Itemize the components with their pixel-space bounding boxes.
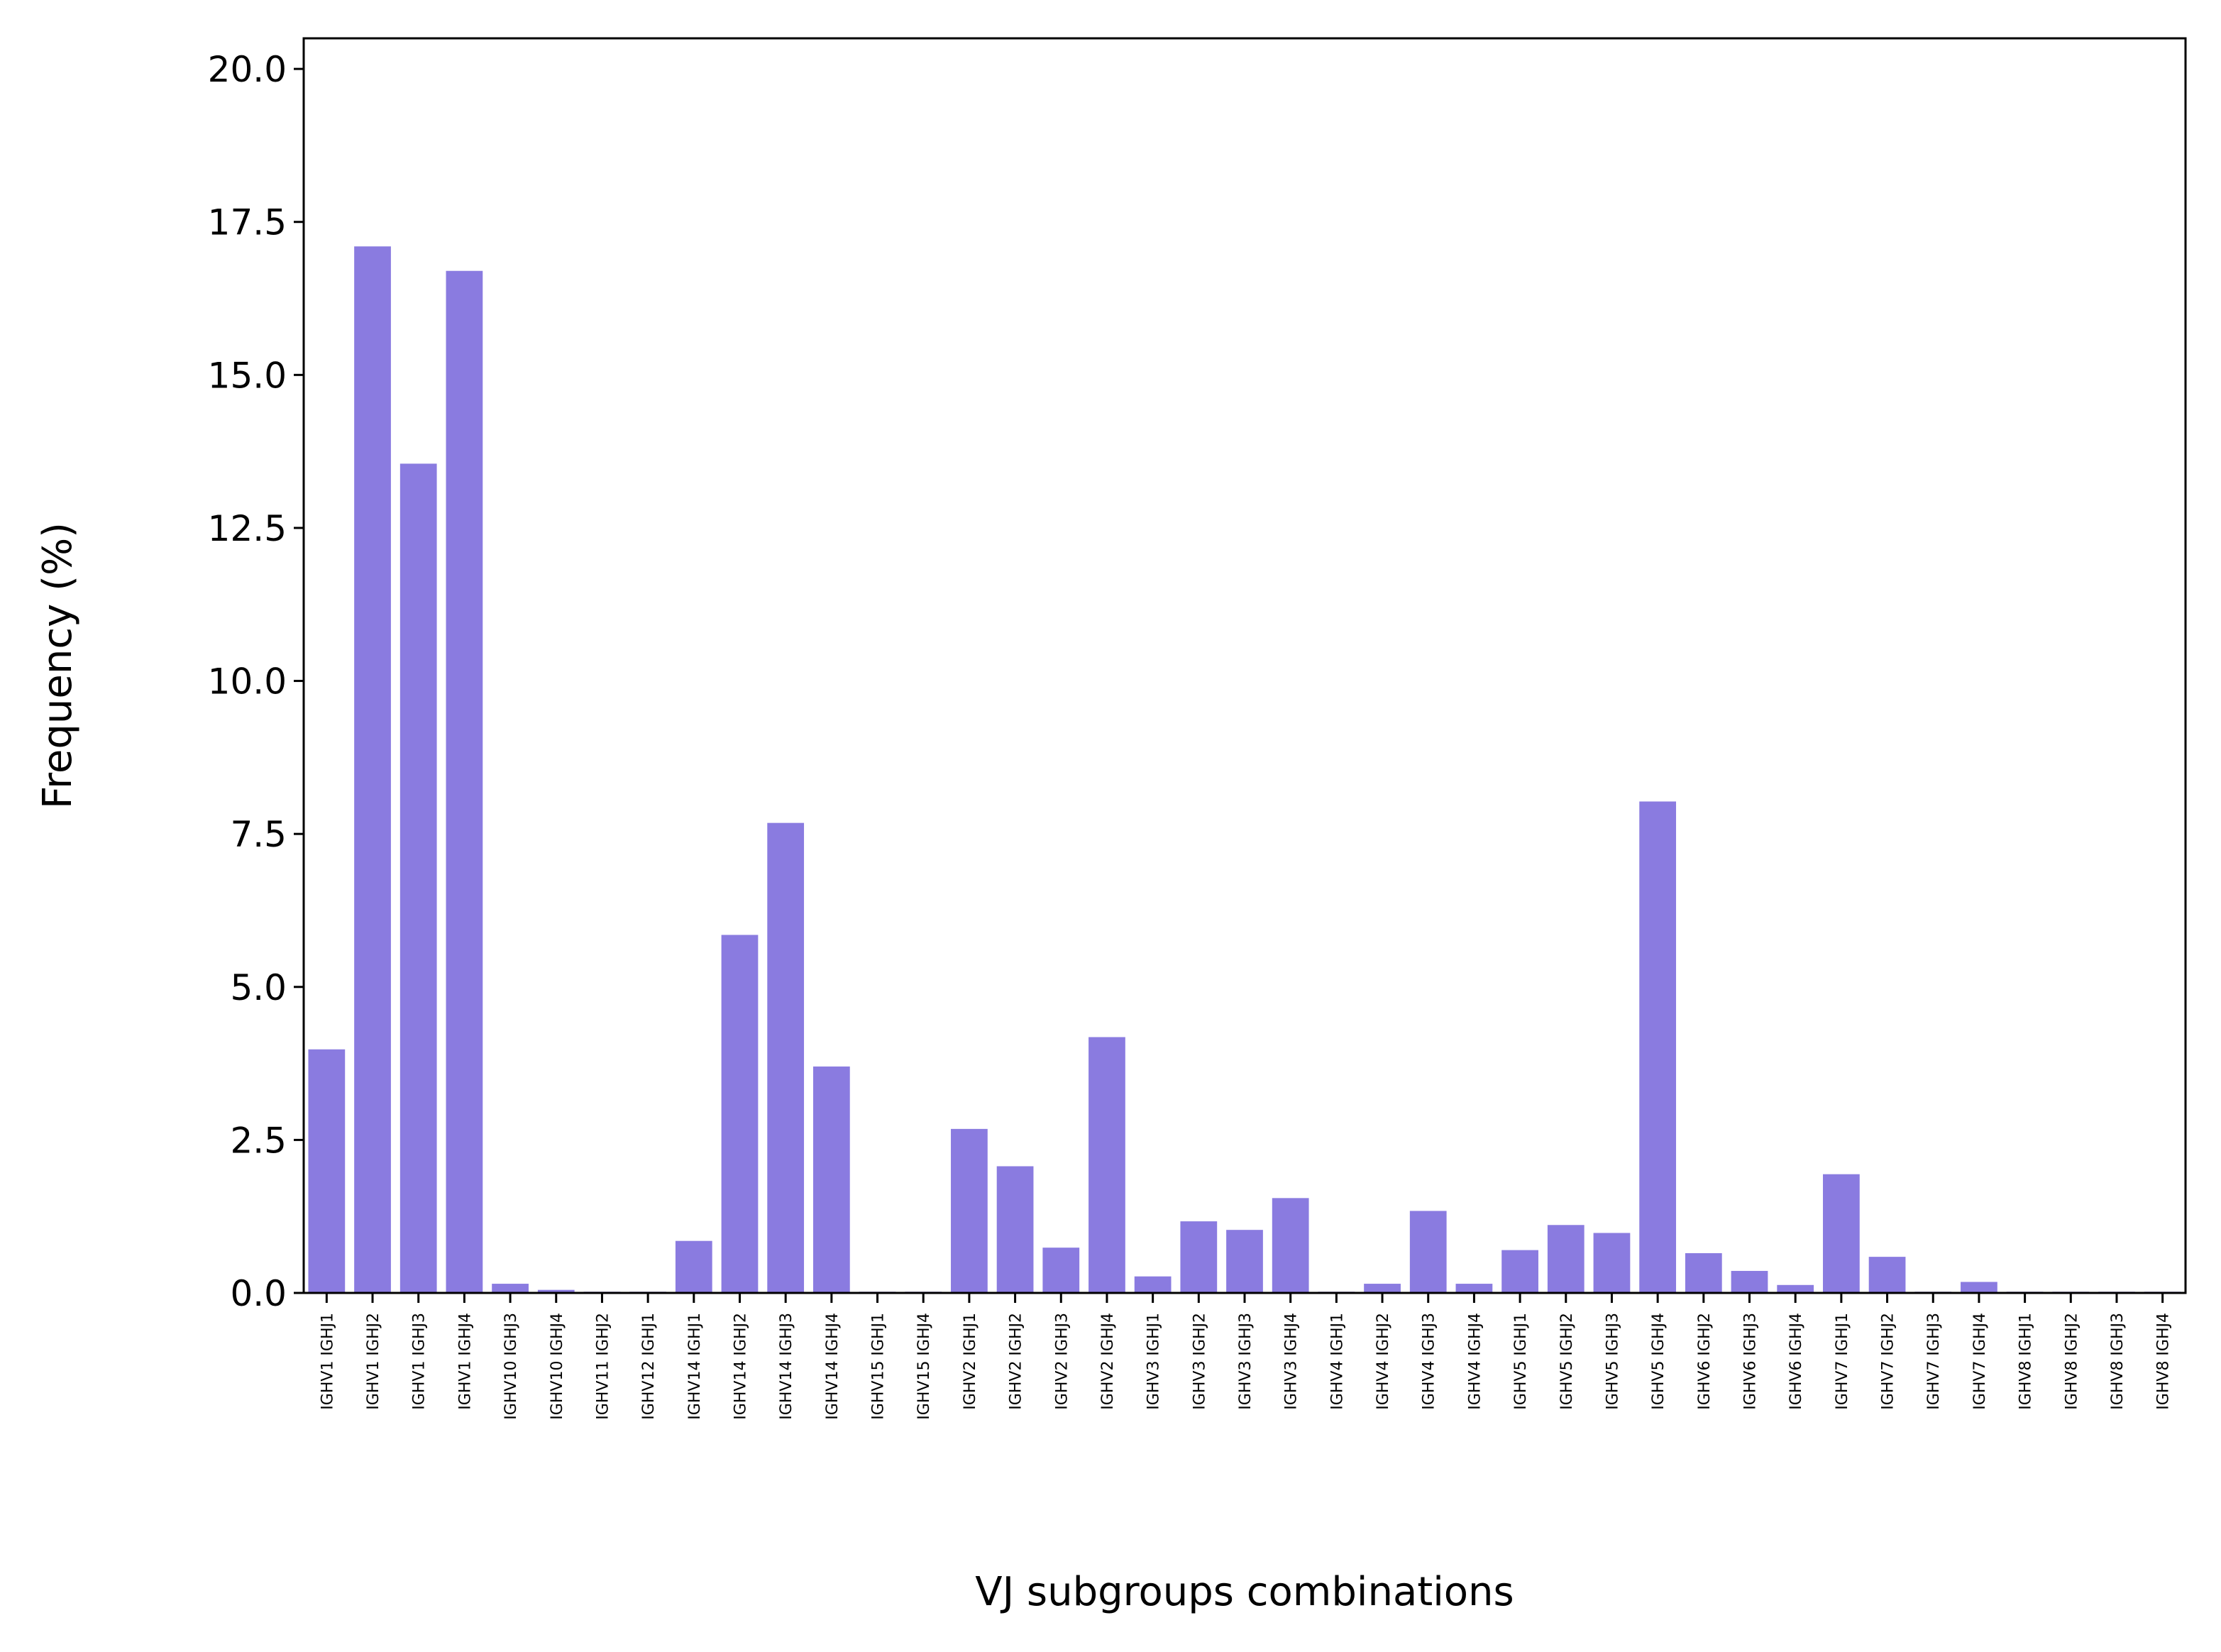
- bar-ighv7-ighj2: [1868, 1257, 1906, 1293]
- bar-ighv3-ighj4: [1272, 1198, 1309, 1293]
- bar-ighv2-ighj1: [951, 1128, 988, 1293]
- x-tick-label: IGHV8 IGHJ3: [2109, 1313, 2127, 1410]
- x-tick-label: IGHV12 IGHJ1: [640, 1313, 658, 1420]
- bar-ighv10-ighj3: [492, 1284, 529, 1293]
- y-tick-label: 12.5: [208, 508, 287, 549]
- x-tick-label: IGHV10 IGHJ4: [549, 1313, 566, 1420]
- bar-ighv2-ighj4: [1089, 1037, 1125, 1293]
- bar-ighv3-ighj3: [1226, 1230, 1263, 1293]
- y-tick-label: 20.0: [208, 49, 287, 90]
- bar-ighv14-ighj4: [812, 1066, 850, 1293]
- bar-ighv3-ighj1: [1134, 1276, 1172, 1293]
- y-tick-label: 10.0: [208, 661, 287, 703]
- x-tick-label: IGHV8 IGHJ2: [2063, 1313, 2081, 1410]
- x-tick-label: IGHV4 IGHJ2: [1374, 1313, 1392, 1410]
- x-tick-label: IGHV14 IGHJ1: [686, 1313, 704, 1420]
- bar-ighv7-ighj1: [1823, 1174, 1860, 1293]
- y-tick-label: 5.0: [230, 967, 287, 1008]
- bars-group: [308, 246, 2181, 1294]
- bar-ighv1-ighj1: [308, 1049, 346, 1293]
- bar-ighv1-ighj3: [399, 463, 437, 1293]
- x-axis-ticks: IGHV1 IGHJ1 IGHV1 IGHJ2 IGHV1 IGHJ3 IGHV1 I…: [319, 1293, 2173, 1420]
- y-tick-label: 2.5: [230, 1120, 287, 1161]
- x-tick-label: IGHV8 IGHJ1: [2017, 1313, 2035, 1410]
- bar-ighv5-ighj4: [1639, 801, 1677, 1293]
- bar-ighv3-ighj2: [1180, 1221, 1218, 1293]
- x-tick-label: IGHV14 IGHJ4: [824, 1313, 842, 1420]
- x-tick-label: IGHV6 IGHJ2: [1696, 1313, 1714, 1410]
- x-tick-label: IGHV2 IGHJ2: [1008, 1313, 1025, 1410]
- x-tick-label: IGHV1 IGHJ2: [365, 1313, 382, 1410]
- x-tick-label: IGHV5 IGHJ3: [1604, 1313, 1621, 1410]
- x-tick-label: IGHV4 IGHJ4: [1466, 1313, 1484, 1410]
- bar-ighv1-ighj4: [446, 270, 483, 1294]
- x-tick-label: IGHV14 IGHJ2: [732, 1313, 749, 1420]
- x-tick-label: IGHV3 IGHJ3: [1237, 1313, 1255, 1410]
- x-tick-label: IGHV7 IGHJ4: [1971, 1313, 1989, 1410]
- x-tick-label: IGHV7 IGHJ1: [1834, 1313, 1851, 1410]
- x-tick-label: IGHV2 IGHJ1: [961, 1313, 979, 1410]
- y-tick-label: 7.5: [230, 814, 287, 855]
- bar-ighv14-ighj1: [675, 1240, 712, 1293]
- x-tick-label: IGHV2 IGHJ4: [1099, 1313, 1117, 1410]
- x-tick-label: IGHV15 IGHJ4: [915, 1313, 933, 1420]
- x-tick-label: IGHV3 IGHJ4: [1283, 1313, 1301, 1410]
- y-tick-label: 17.5: [208, 202, 287, 243]
- x-tick-label: IGHV3 IGHJ2: [1191, 1313, 1208, 1410]
- bar-ighv6-ighj3: [1731, 1270, 1768, 1293]
- x-tick-label: IGHV11 IGHJ2: [594, 1313, 612, 1420]
- x-tick-label: IGHV5 IGHJ2: [1558, 1313, 1576, 1410]
- x-axis-label: VJ subgroups combinations: [975, 1569, 1514, 1615]
- y-tick-label: 0.0: [230, 1273, 287, 1314]
- bar-ighv4-ighj4: [1455, 1284, 1493, 1293]
- x-tick-label: IGHV5 IGHJ4: [1650, 1313, 1668, 1410]
- bar-ighv1-ighj2: [354, 246, 391, 1294]
- y-axis-label: Frequency (%): [35, 522, 81, 809]
- bar-ighv14-ighj3: [767, 822, 805, 1293]
- bar-ighv2-ighj2: [996, 1166, 1034, 1293]
- x-tick-label: IGHV14 IGHJ3: [778, 1313, 795, 1420]
- bar-ighv14-ighj2: [721, 935, 759, 1293]
- plot-frame: [302, 37, 2187, 1294]
- x-tick-label: IGHV6 IGHJ3: [1742, 1313, 1760, 1410]
- bar-ighv5-ighj2: [1547, 1225, 1585, 1293]
- x-tick-label: IGHV1 IGHJ4: [456, 1313, 474, 1410]
- x-tick-label: IGHV7 IGHJ3: [1925, 1313, 1943, 1410]
- bar-ighv2-ighj3: [1042, 1248, 1080, 1293]
- x-tick-label: IGHV8 IGHJ4: [2155, 1313, 2173, 1410]
- x-tick-label: IGHV10 IGHJ3: [502, 1313, 520, 1420]
- bar-ighv5-ighj3: [1593, 1233, 1631, 1293]
- x-tick-label: IGHV5 IGHJ1: [1512, 1313, 1530, 1410]
- x-tick-label: IGHV15 IGHJ1: [870, 1313, 888, 1420]
- x-tick-label: IGHV4 IGHJ3: [1421, 1313, 1438, 1410]
- y-axis-ticks: 0.0 2.5 5.0 7.5 10.0 12.5 15.0 17.5 20.0: [208, 49, 304, 1314]
- x-tick-label: IGHV3 IGHJ1: [1145, 1313, 1163, 1410]
- x-tick-label: IGHV1 IGHJ1: [319, 1313, 336, 1410]
- x-tick-label: IGHV2 IGHJ3: [1053, 1313, 1071, 1410]
- bar-ighv10-ighj4: [537, 1289, 575, 1293]
- bar-ighv5-ighj1: [1501, 1250, 1538, 1293]
- bar-ighv7-ighj4: [1961, 1282, 1997, 1293]
- bar-ighv4-ighj2: [1364, 1284, 1401, 1293]
- bar-ighv6-ighj4: [1777, 1284, 1814, 1293]
- x-tick-label: IGHV6 IGHJ4: [1787, 1313, 1805, 1410]
- x-tick-label: IGHV7 IGHJ2: [1880, 1313, 1897, 1410]
- bar-ighv6-ighj2: [1685, 1252, 1722, 1293]
- bar-ighv4-ighj3: [1409, 1211, 1447, 1293]
- x-tick-label: IGHV4 IGHJ1: [1328, 1313, 1346, 1410]
- x-tick-label: IGHV1 IGHJ3: [411, 1313, 429, 1410]
- y-tick-label: 15.0: [208, 355, 287, 396]
